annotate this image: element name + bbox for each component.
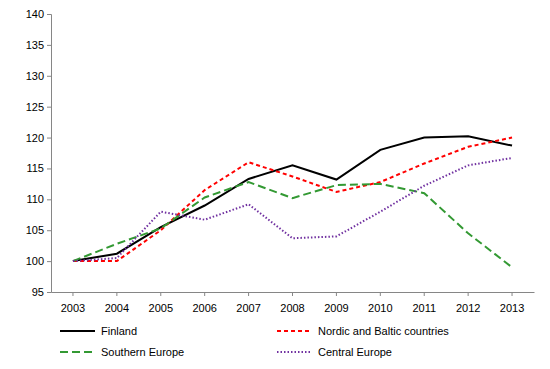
x-tick: 2011 (412, 292, 436, 314)
x-tick-mark (72, 292, 73, 296)
x-tick-mark (160, 292, 161, 296)
plot-area (73, 136, 512, 267)
legend-item: Southern Europe (60, 346, 184, 358)
x-tick-mark (512, 292, 513, 296)
y-tick-mark (47, 168, 51, 169)
x-tick-label: 2006 (192, 302, 216, 314)
y-tick: 115 (26, 162, 51, 174)
y-tick-mark (47, 14, 51, 15)
x-tick: 2007 (236, 292, 260, 314)
y-tick-mark (47, 199, 51, 200)
y-tick-mark (47, 76, 51, 77)
x-tick: 2004 (105, 292, 129, 314)
y-axis: 95 100 105 110 115 120 125 130 135 140 (26, 8, 52, 298)
chart: 9510010511011512012513013514020032004200… (0, 0, 550, 369)
y-tick: 130 (26, 70, 51, 82)
legend-swatch (60, 330, 95, 332)
y-tick-label: 125 (26, 101, 44, 113)
y-tick-mark (47, 230, 51, 231)
x-tick-mark (248, 292, 249, 296)
y-tick-label: 100 (26, 255, 44, 267)
x-tick: 2013 (500, 292, 524, 314)
y-tick-label: 115 (26, 162, 44, 174)
x-tick-mark (292, 292, 293, 296)
x-tick-mark (116, 292, 117, 296)
y-tick: 120 (26, 132, 51, 144)
x-tick-label: 2007 (236, 302, 260, 314)
y-tick-label: 95 (32, 286, 44, 298)
x-tick: 2009 (324, 292, 348, 314)
y-tick: 105 (26, 224, 51, 236)
y-tick-mark (47, 292, 51, 293)
x-tick-label: 2008 (280, 302, 304, 314)
legend-label: Southern Europe (101, 346, 184, 358)
y-tick-label: 140 (26, 8, 44, 20)
x-tick: 2008 (280, 292, 304, 314)
y-tick-mark (47, 261, 51, 262)
x-tick-label: 2011 (412, 302, 436, 314)
x-tick-label: 2013 (500, 302, 524, 314)
x-tick-mark (468, 292, 469, 296)
x-tick: 2010 (368, 292, 392, 314)
x-tick: 2003 (61, 292, 85, 314)
y-tick-label: 105 (26, 224, 44, 236)
x-tick-label: 2012 (456, 302, 480, 314)
series-line (73, 182, 512, 267)
y-tick-mark (47, 107, 51, 108)
legend-label: Finland (101, 325, 137, 337)
legend-item: Finland (60, 325, 137, 337)
y-axis-line (47, 15, 52, 293)
y-tick-label: 110 (26, 193, 44, 205)
legend-swatch (60, 351, 95, 353)
legend-swatch (277, 351, 312, 353)
legend-label: Central Europe (318, 346, 392, 358)
x-tick: 2006 (192, 292, 216, 314)
y-tick: 140 (26, 8, 51, 20)
y-tick: 95 (32, 286, 51, 298)
legend-swatch (277, 330, 312, 332)
y-tick: 100 (26, 255, 51, 267)
x-tick: 2012 (456, 292, 480, 314)
x-tick-label: 2010 (368, 302, 392, 314)
x-tick-label: 2009 (324, 302, 348, 314)
legend: Finland Nordic and Baltic countries Southe… (60, 325, 449, 358)
y-tick: 110 (26, 193, 51, 205)
y-tick-label: 120 (26, 132, 44, 144)
y-tick-mark (47, 138, 51, 139)
x-tick-mark (380, 292, 381, 296)
y-tick-label: 135 (26, 39, 44, 51)
series-line (73, 138, 512, 262)
y-tick: 125 (26, 101, 51, 113)
x-tick-label: 2003 (61, 302, 85, 314)
x-tick-mark (424, 292, 425, 296)
x-tick-mark (204, 292, 205, 296)
x-axis: 2003 2004 2005 2006 2007 2008 2009 2010 2011 2012… (52, 292, 535, 314)
legend-label: Nordic and Baltic countries (318, 325, 449, 337)
x-tick-label: 2004 (105, 302, 129, 314)
x-tick-mark (336, 292, 337, 296)
x-tick: 2005 (149, 292, 173, 314)
legend-item: Nordic and Baltic countries (277, 325, 449, 337)
y-tick-mark (47, 45, 51, 46)
y-tick-label: 130 (26, 70, 44, 82)
legend-item: Central Europe (277, 346, 392, 358)
series-line (73, 158, 512, 261)
y-tick: 135 (26, 39, 51, 51)
x-tick-label: 2005 (149, 302, 173, 314)
